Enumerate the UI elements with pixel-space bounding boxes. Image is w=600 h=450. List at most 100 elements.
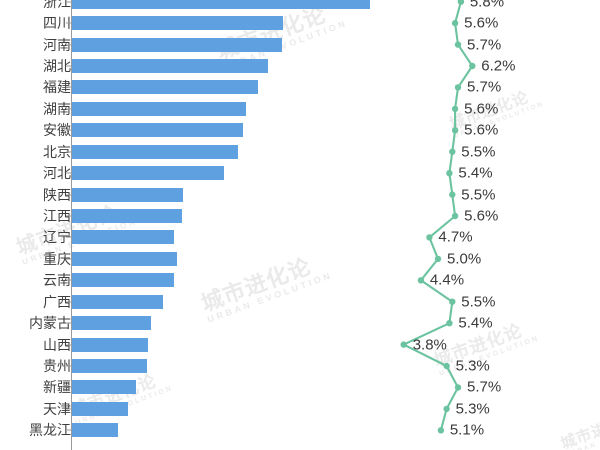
line-data-point <box>449 191 456 198</box>
bar <box>72 58 268 73</box>
axis-tick <box>66 194 71 196</box>
chart-row: 河南 <box>0 34 600 55</box>
bar <box>72 123 243 138</box>
chart-row: 河北 <box>0 162 600 183</box>
axis-tick <box>66 86 71 88</box>
category-label: 重庆 <box>43 250 71 267</box>
line-data-point <box>400 341 407 348</box>
axis-tick <box>66 365 71 367</box>
category-label: 河南 <box>43 36 71 53</box>
axis-tick <box>66 386 71 388</box>
chart-row: 山西 <box>0 334 600 355</box>
axis-tick <box>66 108 71 110</box>
axis-tick <box>66 65 71 67</box>
line-data-point <box>451 127 459 134</box>
line-value-label: 5.6% <box>464 207 499 225</box>
line-value-label: 5.6% <box>464 100 499 118</box>
axis-tick <box>66 344 71 346</box>
category-label: 福建 <box>43 79 71 96</box>
axis-tick <box>66 22 71 24</box>
line-data-point <box>443 362 450 370</box>
line-data-point <box>417 277 425 284</box>
axis-tick <box>66 172 71 174</box>
line-value-label: 5.1% <box>449 421 485 439</box>
bar <box>72 101 246 116</box>
line-data-point <box>446 170 453 177</box>
line-value-label: 5.3% <box>455 400 490 418</box>
line-data-point <box>469 62 476 70</box>
axis-tick <box>66 44 71 46</box>
bar <box>72 37 282 52</box>
category-label: 贵州 <box>43 358 71 374</box>
bar <box>72 423 118 438</box>
chart-row: 北京 <box>0 141 600 162</box>
bar <box>72 230 174 245</box>
axis-tick <box>66 301 71 303</box>
line-value-label: 3.8% <box>412 336 447 354</box>
bar <box>72 187 183 202</box>
bar <box>72 337 148 352</box>
line-data-point <box>443 405 450 413</box>
line-value-label: 5.6% <box>464 121 499 139</box>
category-label: 安徽 <box>43 122 71 139</box>
category-label: 江西 <box>43 208 71 224</box>
category-label: 云南 <box>43 272 71 289</box>
axis-tick <box>66 215 71 217</box>
line-data-point <box>451 19 459 27</box>
line-value-label: 5.4% <box>458 164 493 182</box>
axis-tick <box>66 236 71 238</box>
line-value-label: 5.0% <box>447 250 482 268</box>
axis-tick <box>66 1 71 3</box>
axis-tick <box>66 408 71 410</box>
category-label: 北京 <box>43 143 71 160</box>
category-label: 山西 <box>43 336 71 353</box>
chart-row: 重庆 <box>0 248 600 269</box>
chart-row: 云南 <box>0 270 600 291</box>
axis-tick <box>66 279 71 281</box>
line-value-label: 5.5% <box>461 293 496 311</box>
y-axis-line <box>71 0 73 450</box>
category-label: 浙江 <box>43 0 71 10</box>
line-value-label: 5.8% <box>469 0 505 11</box>
line-value-label: 5.3% <box>455 357 490 375</box>
line-value-label: 5.6% <box>464 14 499 32</box>
line-value-label: 4.4% <box>429 271 465 289</box>
line-data-point <box>446 320 453 327</box>
category-label: 新疆 <box>43 379 71 396</box>
bar <box>72 144 238 159</box>
chart-row: 新疆 <box>0 377 600 398</box>
chart-row: 黑龙江 <box>0 420 600 441</box>
bar <box>72 359 147 373</box>
chart-row: 贵州 <box>0 355 600 376</box>
bar <box>72 294 163 309</box>
bar <box>72 209 182 223</box>
category-label: 四川 <box>43 15 71 32</box>
category-label: 内蒙古 <box>29 315 71 332</box>
axis-tick <box>66 322 71 324</box>
line-data-point <box>457 0 465 5</box>
axis-tick <box>66 429 71 431</box>
chart-row: 内蒙古 <box>0 312 600 333</box>
chart-row: 浙江 <box>0 0 600 12</box>
line-value-label: 4.7% <box>438 228 473 246</box>
category-label: 湖北 <box>43 57 71 74</box>
line-value-label: 5.7% <box>467 78 502 96</box>
axis-tick <box>66 129 71 131</box>
axis-tick <box>66 151 71 153</box>
category-label: 湖南 <box>43 100 71 117</box>
category-label: 天津 <box>43 400 71 417</box>
bar <box>72 273 174 288</box>
line-value-label: 5.5% <box>461 186 496 204</box>
line-value-label: 5.4% <box>458 314 493 332</box>
line-data-point <box>449 148 456 155</box>
category-label: 黑龙江 <box>29 422 71 439</box>
chart-row: 江西 <box>0 205 600 226</box>
chart-row: 陕西 <box>0 184 600 205</box>
chart-row: 广西 <box>0 291 600 312</box>
chart-row: 福建 <box>0 77 600 98</box>
chart-row: 天津 <box>0 398 600 419</box>
bar <box>72 401 128 416</box>
